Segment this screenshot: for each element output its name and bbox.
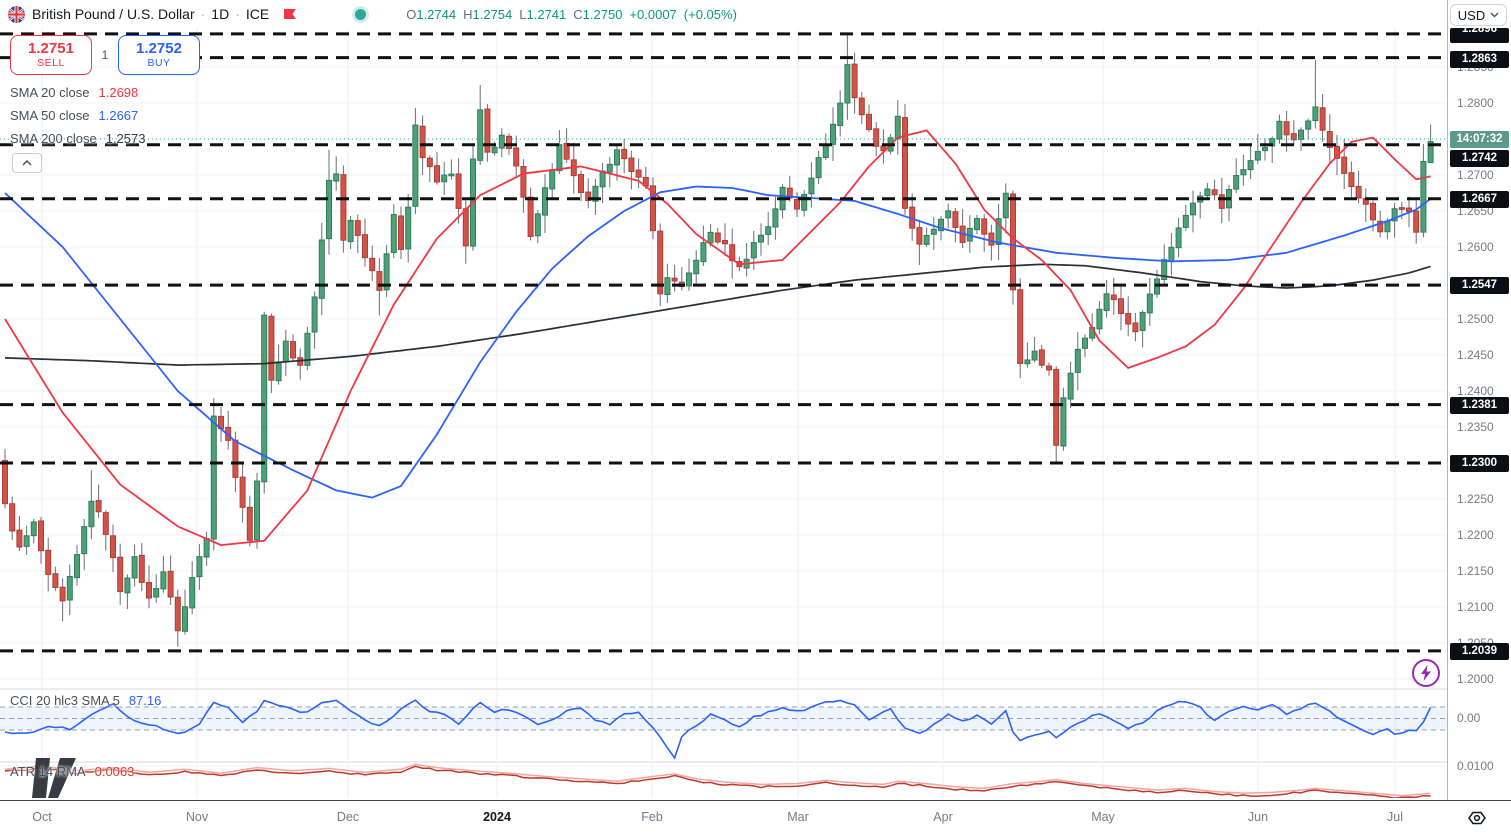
candlestick-series bbox=[2, 35, 1434, 647]
change-value: +0.0007 bbox=[629, 6, 677, 22]
price-level-badge: 1.2547 bbox=[1450, 277, 1509, 294]
flagged-symbol-icon[interactable] bbox=[283, 8, 297, 20]
price-axis-label: 1.2800 bbox=[1457, 96, 1494, 110]
time-axis-label: 2024 bbox=[483, 810, 511, 824]
price-axis-label: 1.2400 bbox=[1457, 384, 1494, 398]
time-axis-label: Apr bbox=[933, 810, 953, 824]
sma50-legend[interactable]: SMA 50 close 1.2667 bbox=[10, 108, 139, 123]
trade-panel: 1.2751 SELL 1 1.2752 BUY bbox=[10, 35, 200, 75]
main-pane bbox=[0, 28, 1447, 688]
collapse-legend-button[interactable] bbox=[12, 153, 42, 173]
change-percent: (+0.05%) bbox=[683, 6, 737, 22]
price-level-badge: 1.2039 bbox=[1450, 643, 1509, 660]
chevron-up-icon bbox=[22, 160, 32, 166]
chevron-down-icon bbox=[1490, 12, 1499, 18]
price-axis-label: 1.2700 bbox=[1457, 168, 1494, 182]
market-status-dot bbox=[355, 8, 367, 20]
countdown-badge: 14:07:32 bbox=[1450, 131, 1509, 148]
indicator-legend: SMA 20 close 1.2698 SMA 50 close 1.2667 SM… bbox=[10, 81, 145, 150]
lightning-icon bbox=[1421, 665, 1431, 681]
buy-button[interactable]: 1.2752 BUY bbox=[118, 35, 200, 75]
time-axis-label: Jun bbox=[1247, 810, 1269, 824]
sma200-legend[interactable]: SMA 200 close 1.2573 bbox=[10, 131, 146, 146]
chart-toolbar: British Pound / U.S. Dollar · 1D · ICE O… bbox=[0, 0, 1447, 28]
time-axis[interactable]: Oct Nov Dec 2024 Feb Mar Apr May Jun Jul bbox=[0, 800, 1511, 835]
sma200-line bbox=[4, 263, 1431, 366]
price-level-badge: 1.2896 bbox=[1450, 28, 1509, 43]
price-level-badge: 1.2667 bbox=[1450, 191, 1509, 208]
time-axis-label: Dec bbox=[336, 810, 360, 824]
price-level-badge: 1.2381 bbox=[1450, 397, 1509, 414]
sma50-line bbox=[4, 185, 1432, 499]
time-axis-label: Nov bbox=[185, 810, 209, 824]
price-axis-label: 1.2000 bbox=[1457, 672, 1494, 686]
time-axis-label: Mar bbox=[787, 810, 809, 824]
price-level-badge: 1.2742 bbox=[1450, 150, 1509, 167]
quick-trade-lightning-button[interactable] bbox=[1412, 659, 1440, 687]
price-level-badge: 1.2300 bbox=[1450, 455, 1509, 472]
sell-button[interactable]: 1.2751 SELL bbox=[10, 35, 92, 75]
price-axis-label: 1.2200 bbox=[1457, 528, 1494, 542]
interval-label: 1D bbox=[211, 6, 230, 22]
price-axis-label: 1.2600 bbox=[1457, 240, 1494, 254]
cci-legend[interactable]: CCI 20 hlc3 SMA 5 87.16 bbox=[10, 693, 162, 708]
sma20-line bbox=[4, 129, 1431, 547]
sma20-legend[interactable]: SMA 20 close 1.2698 bbox=[10, 85, 139, 100]
price-axis-label: 1.2350 bbox=[1457, 420, 1494, 434]
price-level-badge: 1.2863 bbox=[1450, 51, 1509, 68]
ohlc-legend: O1.2744 H1.2754 L1.2741 C1.2750 +0.0007 … bbox=[406, 6, 737, 22]
currency-selector[interactable]: USD bbox=[1450, 4, 1507, 26]
axis-settings-gear-icon[interactable] bbox=[1466, 807, 1488, 829]
time-axis-label: Feb bbox=[641, 810, 663, 824]
atr-pane bbox=[0, 763, 1447, 798]
price-axis-label: 1.2500 bbox=[1457, 312, 1494, 326]
tradingview-logo bbox=[32, 758, 76, 798]
price-axis-label: 0.0100 bbox=[1457, 759, 1494, 773]
atr-smoothed-line bbox=[4, 763, 1431, 797]
symbol-title[interactable]: British Pound / U.S. Dollar · 1D · ICE bbox=[32, 6, 270, 22]
cci-line bbox=[4, 699, 1432, 760]
symbol-name: British Pound / U.S. Dollar bbox=[32, 6, 195, 22]
price-axis-label: 0.00 bbox=[1457, 711, 1481, 725]
time-axis-label: Jul bbox=[1387, 810, 1403, 824]
price-axis[interactable]: 1.28501.28001.27001.26501.26001.25001.24… bbox=[1447, 0, 1511, 800]
price-axis-label: 1.2250 bbox=[1457, 492, 1494, 506]
time-axis-label: May bbox=[1091, 810, 1115, 824]
time-axis-label: Oct bbox=[32, 810, 52, 824]
price-axis-label: 1.2100 bbox=[1457, 600, 1494, 614]
quantity-stepper[interactable]: 1 bbox=[92, 48, 118, 62]
price-axis-label: 1.2450 bbox=[1457, 348, 1494, 362]
atr-legend[interactable]: ATR 14 RMA 0.0063 bbox=[10, 764, 135, 779]
gbp-flag-icon bbox=[8, 5, 25, 23]
price-axis-label: 1.2150 bbox=[1457, 564, 1494, 578]
exchange-label: ICE bbox=[245, 6, 270, 22]
atr-line bbox=[4, 765, 1431, 798]
cci-pane bbox=[0, 690, 1447, 760]
